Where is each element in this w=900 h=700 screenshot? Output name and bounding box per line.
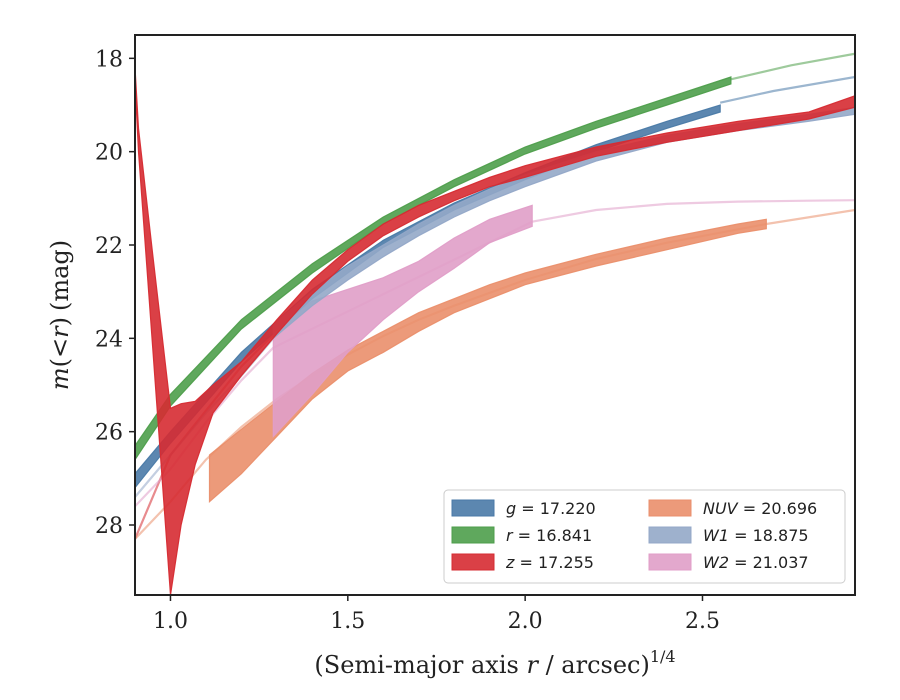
legend-label-name: z [505, 553, 515, 572]
y-axis-label-r: r [46, 325, 74, 338]
legend-label-w2: W2 = 21.037 [703, 553, 809, 572]
band-w2 [272, 204, 533, 438]
legend-label-g: g = 17.220 [506, 499, 596, 518]
legend-label-value: = 16.841 [513, 526, 593, 545]
legend-label-name: g [506, 499, 516, 518]
y-axis-label-unit: (mag) [46, 240, 74, 311]
legend-frame [443, 489, 846, 584]
legend-swatch-g [451, 499, 495, 517]
x-axis-label-tail: / arcsec) [538, 651, 650, 679]
model-line-g [719, 75, 855, 104]
legend-label-r: r = 16.841 [506, 526, 592, 545]
legend-label-value: = 17.220 [516, 499, 596, 518]
legend-label-name: NUV [703, 499, 739, 518]
y-tick-label: 28 [95, 514, 123, 539]
x-axis-label: (Semi-major axis r / arcsec)1/4 [314, 647, 675, 679]
y-tick-label: 26 [95, 421, 123, 446]
y-tick-label: 24 [95, 327, 123, 352]
legend-label-w1: W1 = 18.875 [703, 526, 809, 545]
legend-swatch-z [451, 553, 495, 571]
plot-area [135, 52, 855, 595]
legend-label-value: = 20.696 [738, 499, 818, 518]
legend-swatch-w1 [648, 526, 692, 544]
y-tick-label: 18 [95, 47, 123, 72]
legend-label-value: = 17.255 [514, 553, 594, 572]
legend-label-value: = 21.037 [729, 553, 809, 572]
axis-ticks: 1.0 1.5 2.0 2.5 18 20 22 24 26 28 [95, 47, 720, 634]
x-axis-label-exponent: 1/4 [650, 647, 676, 666]
legend-swatch-w2 [648, 553, 692, 571]
legend-swatch-r [451, 526, 495, 544]
model-line-r [730, 52, 855, 81]
y-tick-label: 20 [95, 141, 123, 166]
y-tick-label: 22 [95, 234, 123, 259]
legend-label-nuv: NUV = 20.696 [703, 499, 817, 518]
y-axis-label: m(<r) (mag) [46, 240, 74, 390]
legend-label-name: W1 [703, 526, 729, 545]
legend-label-value: = 18.875 [729, 526, 809, 545]
legend-label-name: r [506, 526, 514, 545]
y-axis-label-close: ) [46, 317, 74, 326]
x-tick-label: 2.0 [508, 609, 543, 634]
band-w1 [272, 106, 855, 340]
legend-swatch-nuv [648, 499, 692, 517]
y-axis-label-paren: (< [46, 338, 74, 367]
x-axis-label-main: (Semi-major axis [314, 651, 526, 679]
x-tick-label: 1.0 [153, 609, 188, 634]
band-r [135, 76, 732, 461]
legend-label-name: W2 [703, 553, 729, 572]
legend-label-z: z = 17.255 [505, 553, 594, 572]
plot-frame [134, 34, 856, 596]
x-axis-label-var: r [526, 651, 539, 679]
band-z [135, 67, 855, 595]
y-axis-label-var: m [46, 367, 74, 390]
band-nuv [208, 218, 767, 504]
x-tick-label: 2.5 [685, 609, 720, 634]
x-tick-label: 1.5 [330, 609, 365, 634]
